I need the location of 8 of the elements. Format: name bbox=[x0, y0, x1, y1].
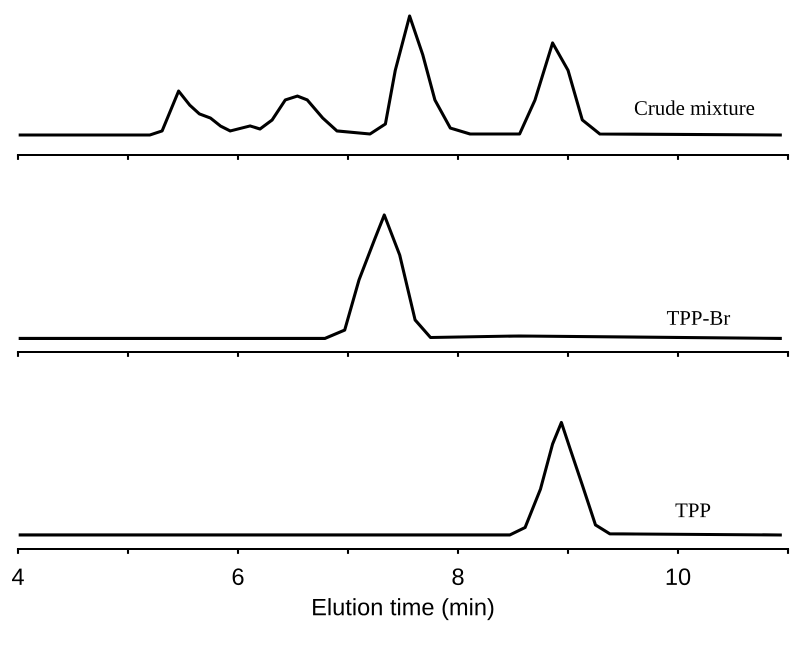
x-tick-label: 4 bbox=[12, 568, 24, 585]
x-tick-label: 6 bbox=[232, 568, 244, 586]
series-label: TPP bbox=[675, 504, 710, 518]
x-tick-label: 8 bbox=[452, 568, 464, 586]
x-axis-title: Elution time (min) bbox=[313, 598, 494, 620]
series-label: TPP-Br bbox=[666, 311, 730, 325]
series-label: Crude mixture bbox=[634, 100, 754, 116]
x-tick-label: 10 bbox=[666, 568, 690, 586]
